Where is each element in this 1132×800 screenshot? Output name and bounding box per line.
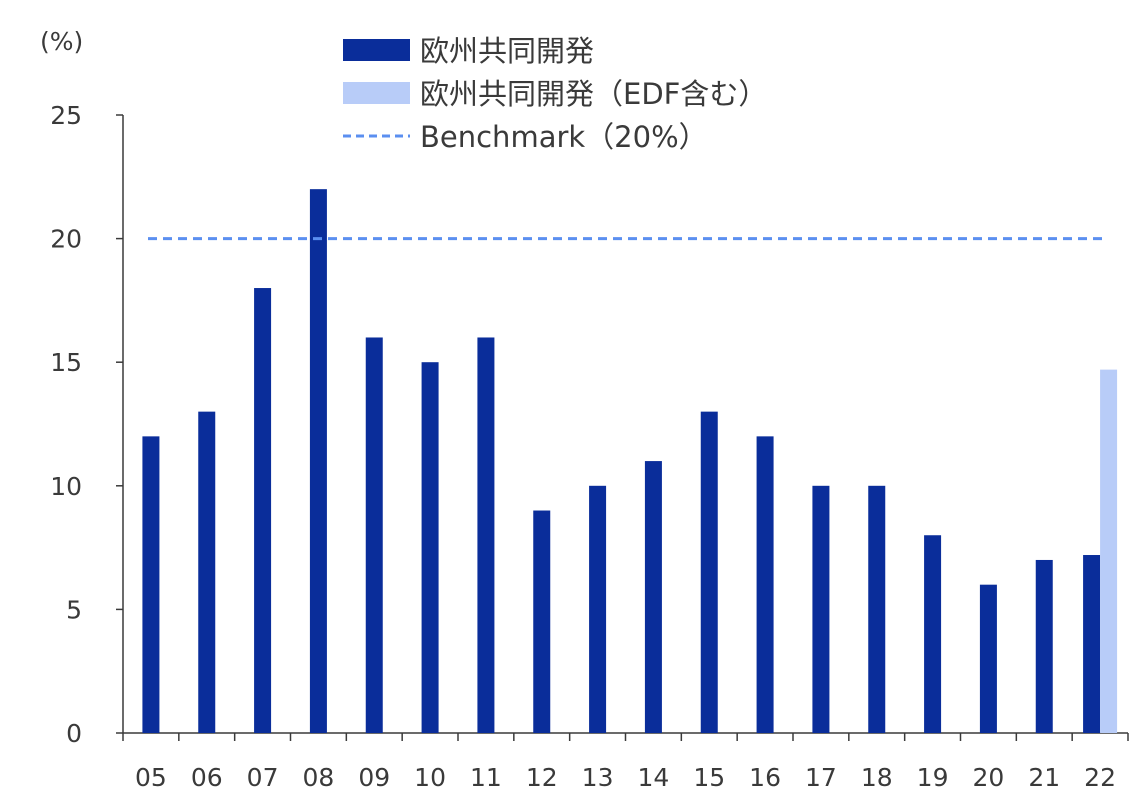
bar-10 <box>421 362 439 733</box>
y-tick-label: 25 <box>50 101 82 130</box>
x-tick-label: 18 <box>861 763 893 792</box>
bar-06 <box>198 411 216 733</box>
legend-series-1-label: 欧州共同開発（EDF含む） <box>420 77 767 111</box>
legend-series-0-swatch <box>343 39 410 61</box>
bar-20 <box>979 584 997 733</box>
legend-series-0-label: 欧州共同開発 <box>420 34 594 68</box>
bar-14 <box>644 461 662 733</box>
y-tick-label: 0 <box>66 719 82 748</box>
bar-08 <box>309 189 327 733</box>
bar-21 <box>1035 559 1053 733</box>
x-tick-label: 06 <box>191 763 223 792</box>
bar-layer <box>142 189 1118 733</box>
bar-17 <box>812 485 830 733</box>
y-tick-label: 20 <box>50 225 82 254</box>
x-tick-label: 10 <box>414 763 446 792</box>
x-tick-label: 05 <box>135 763 167 792</box>
x-tick-label: 07 <box>247 763 279 792</box>
legend-series-1-swatch <box>343 82 410 104</box>
x-tick-label: 20 <box>973 763 1005 792</box>
y-tick-label: 15 <box>50 348 82 377</box>
x-tick-label: 08 <box>303 763 335 792</box>
bar-09 <box>365 337 383 733</box>
legend-series-0: 欧州共同開発 <box>343 34 594 68</box>
x-tick-label: 09 <box>358 763 390 792</box>
x-tick-label: 12 <box>526 763 558 792</box>
legend-series-1: 欧州共同開発（EDF含む） <box>343 77 767 111</box>
bar-19 <box>924 535 942 733</box>
x-tick-label: 13 <box>582 763 614 792</box>
legend-benchmark: Benchmark（20%） <box>343 120 708 154</box>
x-tick-label: 17 <box>805 763 837 792</box>
x-tick-label: 15 <box>693 763 725 792</box>
bar-18 <box>868 485 886 733</box>
x-tick-label: 14 <box>638 763 670 792</box>
bar-12 <box>533 510 551 733</box>
bar-15 <box>700 411 718 733</box>
y-tick-label: 5 <box>66 595 82 624</box>
bar-16 <box>756 436 774 733</box>
bar-05 <box>142 436 160 733</box>
y-unit-label: (%) <box>40 27 83 56</box>
x-tick-label: 16 <box>749 763 781 792</box>
bar-13 <box>589 485 607 733</box>
x-tick-label: 19 <box>917 763 949 792</box>
legend-benchmark-label: Benchmark（20%） <box>420 120 708 154</box>
x-tick-label: 11 <box>470 763 502 792</box>
bar-11 <box>477 337 495 733</box>
x-tick-label: 21 <box>1028 763 1060 792</box>
bar-07 <box>254 288 272 733</box>
bar-22 <box>1083 555 1101 733</box>
bar-edf-22 <box>1100 369 1118 733</box>
y-tick-label: 10 <box>50 472 82 501</box>
x-tick-label: 22 <box>1084 763 1116 792</box>
